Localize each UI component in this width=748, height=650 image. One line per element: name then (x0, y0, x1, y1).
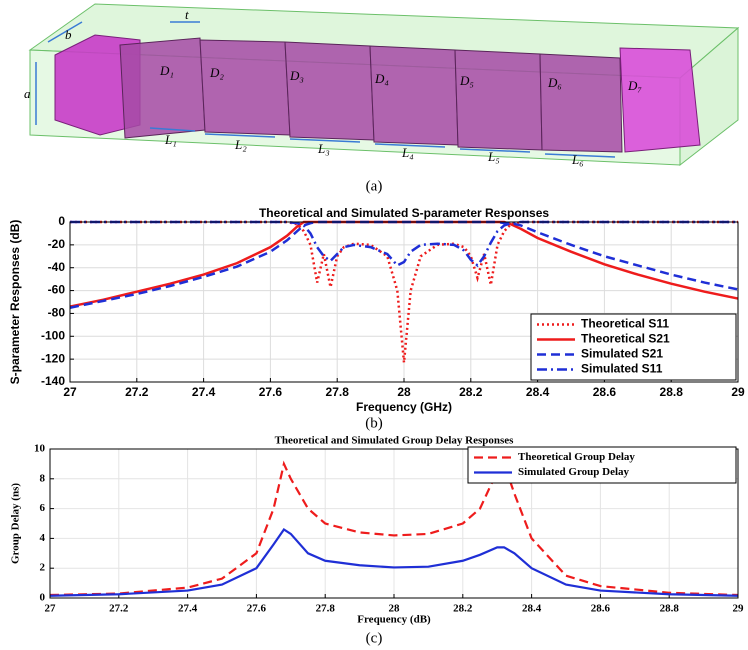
dim-label: t (185, 7, 189, 22)
caption: (c) (366, 630, 383, 646)
dim-label: D₇ (627, 78, 642, 93)
legend-label: Simulated S11 (581, 362, 663, 376)
figure: b t a D₁ D₂ D₃ D₄ D₅ D₆ D₇ L₁ L₂ L₃ L₄ L… (0, 0, 748, 650)
legend-label: Simulated Group Delay (518, 466, 630, 478)
y-tick-label: 8 (40, 472, 46, 484)
dim-label: D₆ (547, 75, 562, 90)
x-tick-label: 28.2 (453, 603, 473, 615)
dim-label: D₅ (459, 73, 474, 88)
y-tick-label: -80 (48, 306, 66, 320)
y-tick-label: 10 (34, 443, 46, 455)
chart-title: Theoretical and Simulated S-parameter Re… (259, 206, 549, 220)
x-tick-label: 28 (397, 385, 411, 399)
x-tick-label: 27.6 (247, 603, 267, 615)
dim-label: a (24, 86, 31, 101)
legend-label: Theoretical S21 (581, 332, 670, 346)
dim-label: L₃ (317, 141, 330, 156)
legend-label: Theoretical S11 (581, 317, 669, 331)
y-tick-label: 0 (58, 214, 65, 228)
y-tick-label: -60 (48, 283, 66, 297)
x-tick-label: 28.6 (591, 603, 611, 615)
x-tick-label: 28.4 (526, 385, 550, 399)
x-tick-label: 29 (731, 385, 745, 399)
x-tick-label: 29 (733, 603, 745, 615)
y-tick-label: 4 (40, 532, 46, 544)
x-tick-label: 27.2 (125, 385, 149, 399)
dim-label: b (65, 27, 72, 42)
y-axis-label: S-parameter Responses (dB) (8, 220, 22, 385)
x-tick-label: 28.4 (522, 603, 542, 615)
x-tick-label: 27.2 (109, 603, 129, 615)
y-tick-label: -100 (41, 328, 65, 342)
y-tick-label: -140 (41, 374, 65, 388)
y-axis-label: Group Delay (ns) (10, 483, 22, 564)
y-tick-label: 6 (40, 502, 46, 514)
x-tick-label: 27 (45, 603, 57, 615)
y-tick-label: -120 (41, 351, 65, 365)
port-2 (620, 48, 700, 152)
y-tick-label: 2 (40, 562, 46, 574)
dim-label: L₆ (571, 152, 584, 167)
dim-label: L₅ (487, 149, 500, 164)
dim-label: D₂ (209, 65, 224, 80)
y-tick-label: -20 (48, 237, 66, 251)
dim-label: L₄ (401, 145, 414, 160)
x-tick-label: 28.6 (593, 385, 617, 399)
x-tick-label: 27.6 (259, 385, 283, 399)
y-tick-label: -40 (48, 260, 66, 274)
chart-title: Theoretical and Simulated Group Delay Re… (275, 435, 515, 447)
legend-label: Simulated S21 (581, 347, 663, 361)
page: {"figure": { "labels": ["b", "t", "a", "… (0, 0, 748, 650)
x-tick-label: 28.8 (660, 603, 680, 615)
x-tick-label: 28.8 (660, 385, 684, 399)
caption: (a) (366, 178, 383, 194)
dim-label: D₄ (374, 71, 389, 86)
dim-label: L₂ (234, 137, 247, 152)
x-tick-label: 27.4 (192, 385, 216, 399)
x-tick-label: 27 (63, 385, 77, 399)
dim-label: D₃ (289, 68, 304, 83)
dim-label: D₁ (159, 63, 174, 78)
x-tick-label: 27.8 (316, 603, 336, 615)
dim-label: L₁ (164, 132, 177, 147)
x-axis-label: Frequency (dB) (357, 614, 431, 626)
x-tick-label: 27.4 (178, 603, 198, 615)
x-axis-label: Frequency (GHz) (356, 400, 452, 414)
x-tick-label: 27.8 (326, 385, 350, 399)
legend-label: Theoretical Group Delay (518, 451, 635, 463)
x-tick-label: 28.2 (459, 385, 483, 399)
caption: (b) (365, 415, 383, 431)
